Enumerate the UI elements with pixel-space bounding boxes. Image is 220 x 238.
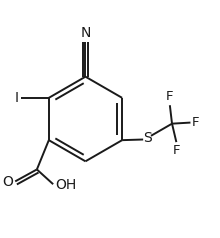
Text: F: F (192, 116, 200, 129)
Text: O: O (2, 175, 13, 189)
Text: F: F (173, 144, 180, 157)
Text: I: I (15, 91, 19, 105)
Text: OH: OH (55, 178, 76, 192)
Text: F: F (166, 90, 174, 104)
Text: N: N (80, 26, 91, 40)
Text: S: S (143, 131, 151, 145)
